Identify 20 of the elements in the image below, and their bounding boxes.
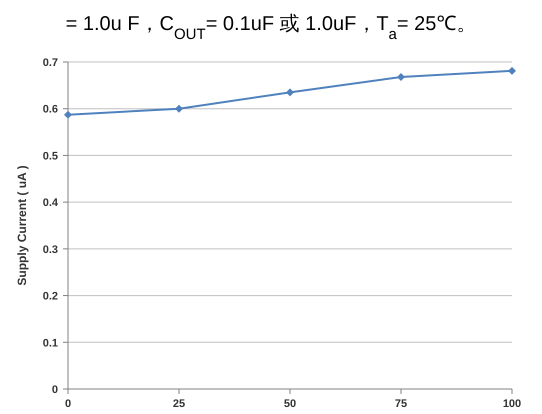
point	[175, 104, 183, 113]
y-tick-label: 0	[52, 384, 58, 396]
point	[64, 110, 72, 119]
point	[397, 72, 405, 81]
y-tick-label: 0.6	[42, 104, 58, 116]
x-tick-label: 100	[502, 398, 522, 410]
x-tick-label: 25	[172, 398, 186, 410]
y-tick-label: 0.2	[42, 290, 58, 303]
y-axis-title: Supply Current ( uA )	[15, 165, 29, 286]
x-tick-label: 0	[64, 398, 72, 410]
y-tick-label: 0.1	[42, 337, 58, 350]
x-tick-label: 75	[394, 398, 408, 410]
y-tick-label: 0.7	[42, 57, 58, 69]
point	[286, 88, 294, 96]
point	[508, 66, 516, 75]
y-tick-label: 0.3	[42, 244, 58, 256]
text: = 1.0u F，C$_{OUT}$= 0.1uF 或 1.0uF，T$_{a}$= 25℃。	[66, 13, 476, 42]
y-tick-label: 0.4	[42, 197, 59, 210]
y-tick-label: 0.5	[42, 150, 58, 162]
x-tick-label: 50	[284, 398, 296, 410]
